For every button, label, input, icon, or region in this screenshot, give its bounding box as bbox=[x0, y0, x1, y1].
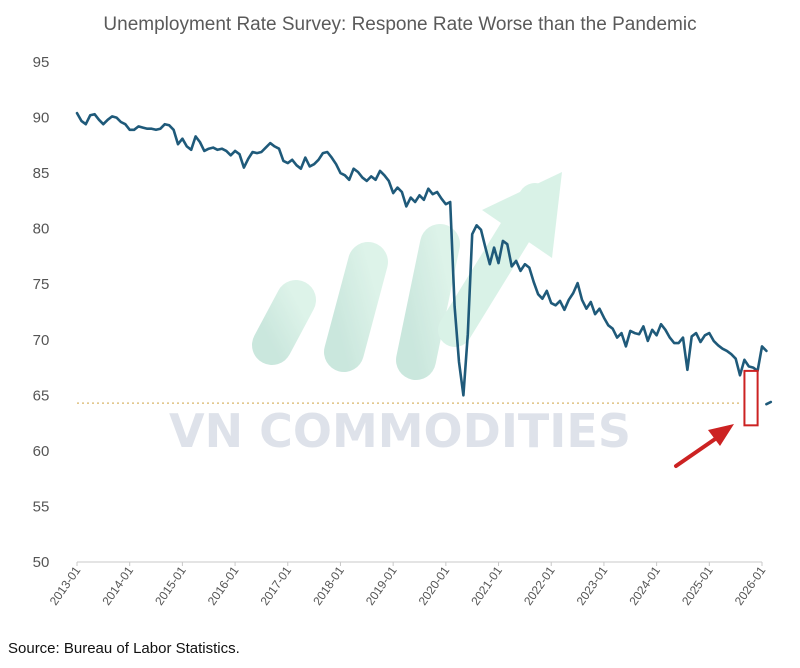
y-tick-label: 55 bbox=[33, 498, 50, 515]
x-tick-label: 2014-01 bbox=[99, 563, 136, 607]
y-tick-label: 85 bbox=[33, 165, 50, 182]
x-tick-label: 2019-01 bbox=[363, 563, 400, 607]
x-tick-label: 2013-01 bbox=[47, 563, 84, 607]
y-tick-label: 65 bbox=[33, 387, 50, 404]
series-line-main bbox=[75, 111, 768, 397]
watermark-logo: VN COMMODITIES bbox=[169, 172, 631, 458]
x-tick-label: 2024-01 bbox=[626, 563, 663, 607]
highlight-box bbox=[743, 369, 759, 427]
y-tick-label: 75 bbox=[33, 276, 50, 293]
x-tick-label: 2021-01 bbox=[468, 563, 505, 607]
x-tick-label: 2022-01 bbox=[521, 563, 558, 607]
x-tick-label: 2018-01 bbox=[310, 563, 347, 607]
x-tick-label: 2015-01 bbox=[152, 563, 189, 607]
source-note: Source: Bureau of Labor Statistics. bbox=[8, 640, 240, 657]
chart-title: Unemployment Rate Survey: Respone Rate W… bbox=[103, 14, 697, 35]
y-tick-label: 50 bbox=[33, 554, 50, 571]
y-tick-label: 90 bbox=[33, 110, 50, 127]
red-arrow-head bbox=[708, 424, 734, 446]
watermark-text: VN COMMODITIES bbox=[169, 404, 631, 458]
watermark-bar bbox=[396, 224, 460, 380]
x-tick-label: 2016-01 bbox=[205, 563, 242, 607]
x-tick-label: 2025-01 bbox=[679, 563, 716, 607]
x-tick-label: 2017-01 bbox=[257, 563, 294, 607]
series-line-latest bbox=[765, 400, 773, 406]
watermark-arrow-head bbox=[482, 172, 562, 258]
x-tick-label: 2020-01 bbox=[416, 563, 453, 607]
y-tick-label: 70 bbox=[33, 332, 50, 349]
red-arrow-shaft bbox=[674, 435, 720, 468]
watermark-bar bbox=[252, 280, 316, 365]
y-tick-label: 60 bbox=[33, 443, 50, 460]
watermark-bar bbox=[324, 242, 388, 372]
x-tick-label: 2026-01 bbox=[732, 563, 769, 607]
y-tick-label: 95 bbox=[33, 54, 50, 71]
x-tick-label: 2023-01 bbox=[574, 563, 611, 607]
y-tick-label: 80 bbox=[33, 221, 50, 238]
